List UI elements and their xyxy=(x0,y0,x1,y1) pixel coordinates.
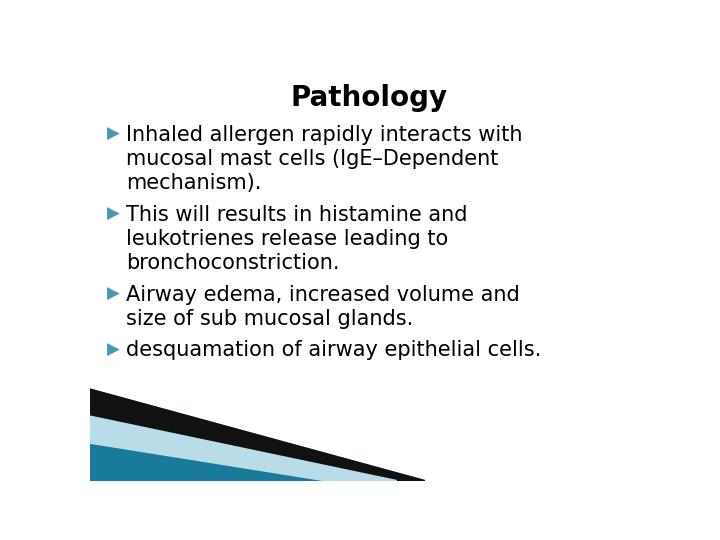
Text: leukotrienes release leading to: leukotrienes release leading to xyxy=(126,229,449,249)
Text: Airway edema, increased volume and: Airway edema, increased volume and xyxy=(126,285,520,305)
Text: ▶: ▶ xyxy=(107,341,120,359)
Text: bronchoconstriction.: bronchoconstriction. xyxy=(126,253,340,273)
Text: ▶: ▶ xyxy=(107,125,120,143)
Text: size of sub mucosal glands.: size of sub mucosal glands. xyxy=(126,309,413,329)
Text: mucosal mast cells (IgE–Dependent: mucosal mast cells (IgE–Dependent xyxy=(126,149,499,169)
Text: mechanism).: mechanism). xyxy=(126,173,261,193)
Text: ▶: ▶ xyxy=(107,205,120,223)
Text: desquamation of airway epithelial cells.: desquamation of airway epithelial cells. xyxy=(126,341,541,361)
Text: Pathology: Pathology xyxy=(290,84,448,112)
Text: This will results in histamine and: This will results in histamine and xyxy=(126,205,468,225)
Polygon shape xyxy=(90,416,397,481)
Polygon shape xyxy=(90,389,425,481)
Text: ▶: ▶ xyxy=(107,285,120,303)
Text: Inhaled allergen rapidly interacts with: Inhaled allergen rapidly interacts with xyxy=(126,125,523,145)
Polygon shape xyxy=(90,389,425,481)
